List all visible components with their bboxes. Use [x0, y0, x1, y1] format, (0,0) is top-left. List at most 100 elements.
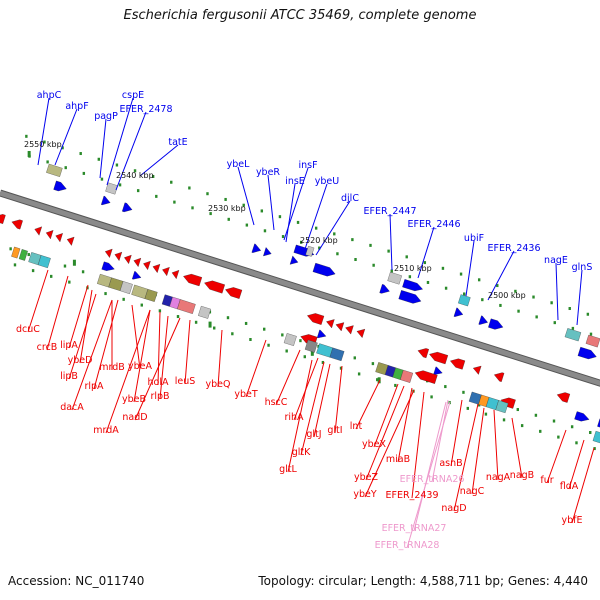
cog-block — [329, 347, 345, 362]
reverse-gene-arrow — [124, 254, 132, 265]
ruler-dot — [394, 383, 397, 387]
label-leader-line — [303, 183, 328, 253]
gene-label-gltJ: gltJ — [306, 429, 321, 440]
cog-block — [305, 245, 315, 257]
ruler-dot — [224, 197, 227, 201]
ruler-dot — [589, 332, 593, 336]
label-leader-line — [493, 409, 499, 481]
gene-label-lipB: lipB — [60, 371, 78, 382]
label-leader-line — [576, 269, 583, 326]
gene-label-ybeL: ybeL — [227, 159, 250, 170]
gene-label-ybfE: ybfE — [562, 515, 583, 526]
gene-label-nagD: nagD — [441, 503, 466, 514]
ruler-dot — [571, 326, 575, 330]
gene-label-ybeZ: ybeZ — [354, 472, 378, 483]
gene-label-fldA: fldA — [560, 481, 579, 492]
ruler-dot — [79, 152, 82, 156]
gene-label-holA: holA — [148, 377, 169, 388]
ruler-dot — [278, 215, 282, 219]
kbp-tick-label: 2510 kbp — [394, 264, 432, 273]
ruler-dot — [532, 295, 535, 299]
rna-tick — [310, 349, 314, 356]
label-leader-line — [37, 97, 50, 166]
gene-label-pagP: pagP — [94, 111, 118, 122]
reverse-gene-arrow — [493, 372, 505, 382]
ruler-dot — [9, 247, 12, 251]
label-leader-line — [46, 275, 69, 351]
reverse-gene-arrow — [417, 348, 429, 359]
genome-backbone — [0, 189, 600, 387]
ruler-dot — [444, 286, 448, 290]
ruler-dot — [557, 435, 560, 439]
label-leader-line — [334, 365, 343, 434]
reverse-gene-arrow — [143, 260, 151, 271]
ruler-dot — [423, 261, 427, 265]
ruler-dot — [318, 246, 321, 250]
ruler-dot — [263, 229, 267, 233]
label-leader-line — [355, 379, 381, 430]
cog-block — [564, 328, 582, 342]
topology-summary: Topology: circular; Length: 4,588,711 bp… — [258, 574, 588, 588]
gene-label-tatE: tatE — [168, 137, 187, 148]
forward-gene-arrow — [379, 284, 390, 294]
ruler-dot — [499, 303, 502, 307]
label-leader-line — [364, 389, 415, 498]
label-leader-line — [105, 309, 151, 434]
ruler-dot — [430, 395, 433, 399]
ruler-dot — [136, 189, 140, 193]
rna-tick — [377, 377, 381, 384]
cog-block — [585, 334, 600, 348]
gene-label-mrdB: mrdB — [99, 362, 125, 373]
ruler-dot — [299, 240, 303, 244]
reverse-gene-arrow — [11, 219, 23, 230]
ruler-dot — [260, 209, 264, 213]
label-leader-line — [245, 339, 267, 398]
ruler-dot — [46, 160, 49, 164]
ruler-dot — [115, 163, 119, 167]
ruler-dot — [63, 264, 67, 268]
ruler-dot — [296, 220, 300, 224]
feature-tracks — [0, 180, 600, 428]
label-leader-line — [68, 284, 89, 349]
reverse-gene-arrow — [66, 236, 75, 246]
ruler-dot — [321, 360, 325, 364]
ruler-dot — [514, 289, 517, 293]
gene-label-ybeD: ybeD — [68, 355, 93, 366]
reverse-gene-arrow — [104, 248, 113, 258]
kbp-tick-label: 2540 kbp — [116, 171, 154, 180]
ruler-dot — [133, 169, 137, 173]
ruler-dot — [357, 372, 361, 376]
ruler-dot — [140, 303, 143, 307]
gene-label-lipA: lipA — [60, 340, 78, 351]
label-leader-line — [133, 309, 151, 403]
ruler-dot — [242, 203, 245, 207]
ruler-dot — [13, 263, 17, 267]
label-leader-line — [71, 299, 113, 411]
ruler-dot — [206, 192, 209, 196]
ruler-dot — [462, 390, 465, 394]
forward-gene-arrow — [433, 366, 443, 375]
label-leader-line — [217, 329, 223, 388]
gene-label-djlC: djlC — [341, 193, 359, 204]
label-leader-line — [157, 311, 161, 386]
ruler-dot — [100, 177, 104, 181]
gene-label-dcuC: dcuC — [16, 324, 40, 335]
gene-label-asnB: asnB — [439, 458, 462, 469]
label-leader-line — [406, 401, 451, 549]
ruler-dot — [158, 309, 162, 313]
gene-label-EFER_2478: EFER_2478 — [120, 104, 173, 115]
cog-block — [11, 246, 21, 259]
ruler-dot — [405, 255, 408, 259]
ruler-dot — [516, 408, 519, 412]
gene-label-EFER_2436: EFER_2436 — [488, 243, 541, 254]
ruler-dot — [459, 272, 463, 276]
reverse-gene-arrow — [55, 233, 63, 243]
ruler-dot — [68, 280, 71, 284]
gene-label-ybeR: ybeR — [256, 167, 280, 178]
gene-label-ybeB: ybeB — [122, 394, 146, 405]
ruler-dot — [444, 385, 447, 389]
label-leader-line — [313, 363, 331, 438]
ruler-dot — [481, 298, 484, 302]
